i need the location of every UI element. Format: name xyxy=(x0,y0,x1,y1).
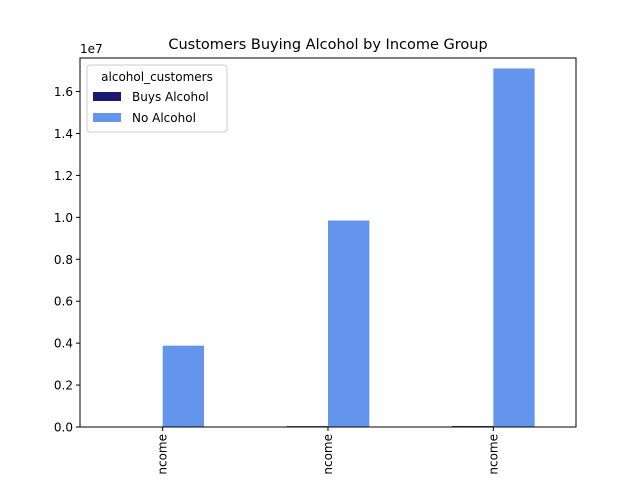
y-tick-label: 1.2 xyxy=(54,169,73,183)
y-tick-label: 0.8 xyxy=(54,253,73,267)
y-tick-label: 0.6 xyxy=(54,295,73,309)
y-tick-label: 1.0 xyxy=(54,211,73,225)
y-tick-label: 0.2 xyxy=(54,379,73,393)
legend-swatch-buys-alcohol xyxy=(93,92,121,101)
legend-label-buys-alcohol: Buys Alcohol xyxy=(132,90,209,104)
legend-swatch-no-alcohol xyxy=(93,113,121,122)
bar-no-alcohol-2 xyxy=(328,220,370,427)
legend-label-no-alcohol: No Alcohol xyxy=(132,111,196,125)
legend-box xyxy=(86,64,228,133)
x-tick-label: ncome xyxy=(321,434,335,475)
legend-title: alcohol_customers xyxy=(101,70,213,84)
y-tick-label: 1.6 xyxy=(54,85,73,99)
x-tick-label: ncome xyxy=(486,434,500,475)
y-axis-offset-label: 1e7 xyxy=(80,42,103,56)
y-tick-label: 1.4 xyxy=(54,127,73,141)
bar-no-alcohol-3 xyxy=(493,68,535,427)
x-tick-label: ncome xyxy=(156,434,170,475)
plot-area: 0.0 0.2 0.4 0.6 0.8 1.0 1.2 1.4 1.6 ncome ncome nco… xyxy=(54,57,577,475)
bar-no-alcohol-1 xyxy=(162,345,204,427)
y-tick-label: 0.0 xyxy=(54,421,73,435)
chart-title: Customers Buying Alcohol by Income Group xyxy=(168,37,487,53)
y-tick-label: 0.4 xyxy=(54,337,73,351)
